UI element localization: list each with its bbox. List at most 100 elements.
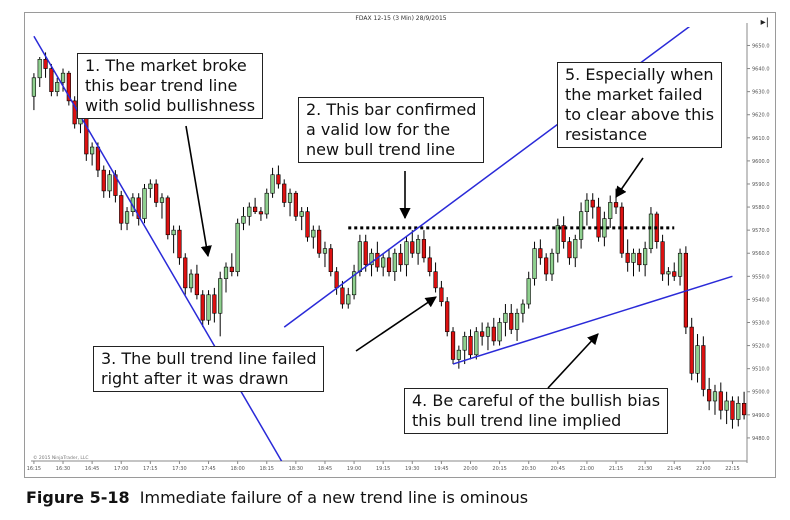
y-tick-label: 9560.0: [752, 251, 770, 257]
candle-body: [701, 345, 706, 390]
candle-body: [497, 322, 502, 342]
candle-body: [194, 273, 200, 296]
candle-body: [532, 248, 537, 279]
x-tick-label: 17:45: [201, 466, 215, 472]
candle-body: [154, 183, 159, 203]
candle-body: [456, 349, 461, 360]
annotation-5: 5. Especially when the market failed to …: [557, 62, 723, 148]
candle-body: [421, 239, 427, 259]
annotation-line: right after it was drawn: [101, 369, 289, 388]
annotation-1: 1. The market broke this bear trend line…: [77, 53, 264, 119]
candle-body: [270, 174, 275, 194]
figure-caption: Figure 5-18 Immediate failure of a new t…: [26, 488, 528, 507]
candle-body: [514, 312, 520, 330]
annotation-line: to clear above this: [565, 105, 715, 124]
bear-trend-line: [33, 35, 283, 461]
candle-body: [561, 225, 566, 242]
candle-body: [55, 82, 60, 92]
annotation-line: 1. The market broke: [85, 56, 247, 75]
x-tick-label: 21:45: [667, 466, 681, 472]
candle-body: [90, 146, 95, 155]
candle-body: [317, 229, 322, 254]
annotation-line: the market failed: [565, 85, 703, 104]
annotation-line: with solid bullishness: [85, 96, 256, 115]
candle-body: [398, 252, 403, 266]
x-tick-label: 17:15: [143, 466, 157, 472]
candle-body: [322, 248, 328, 254]
candle-body: [538, 248, 543, 259]
candle-body: [340, 287, 345, 305]
candle-body: [468, 336, 473, 356]
figure-label: Figure 5-18: [26, 488, 130, 507]
candle-body: [136, 197, 141, 219]
candle-body: [392, 252, 397, 273]
candle-body: [439, 287, 444, 303]
candle-body: [287, 192, 293, 203]
candle-body: [718, 391, 723, 411]
candle-body: [95, 146, 101, 171]
candle-body: [218, 278, 223, 314]
x-tick-label: 18:30: [289, 466, 303, 472]
candle-body: [43, 59, 48, 69]
candle-body: [555, 225, 560, 254]
watermark: © 2015 NinjaTrader, LLC: [33, 454, 88, 461]
x-tick-label: 21:15: [609, 466, 623, 472]
candle-body: [328, 248, 333, 273]
candle-body: [212, 294, 217, 314]
x-tick-label: 19:30: [405, 466, 419, 472]
candle-body: [689, 326, 694, 374]
candle-body: [381, 257, 386, 268]
candle-body: [142, 188, 147, 219]
candle-body: [590, 199, 595, 208]
candle-body: [643, 248, 648, 266]
candle-body: [299, 211, 304, 217]
candle-body: [375, 252, 380, 268]
x-tick-label: 22:15: [725, 466, 739, 472]
candle-body: [672, 271, 677, 277]
candle-body: [293, 192, 298, 217]
y-tick-label: 9640.0: [752, 67, 770, 73]
candle-body: [229, 266, 234, 273]
first-bull-trend-line: [283, 27, 691, 328]
candle-body: [404, 241, 409, 266]
annotation-line: a valid low for the: [306, 120, 451, 139]
x-tick-label: 17:00: [114, 466, 128, 472]
candle-body: [485, 326, 491, 337]
candle-body: [666, 271, 671, 275]
annotation-line: this bear trend line: [85, 76, 238, 95]
candle-body: [677, 252, 683, 277]
candle-body: [188, 273, 194, 289]
candle-body: [241, 215, 246, 224]
candle-body: [427, 257, 432, 273]
x-tick-label: 20:45: [551, 466, 565, 472]
candle-body: [171, 229, 176, 236]
candle-body: [282, 183, 287, 203]
x-tick-label: 16:30: [56, 466, 70, 472]
candle-body: [357, 241, 362, 273]
y-tick-label: 9570.0: [752, 228, 770, 234]
candle-body: [526, 278, 531, 305]
candle-body: [596, 206, 601, 238]
y-tick-label: 9580.0: [752, 205, 770, 211]
candle-body: [148, 183, 153, 189]
candle-body: [433, 271, 438, 289]
candle-body: [503, 312, 508, 323]
candle-body: [730, 400, 735, 420]
annotation-line: 5. Especially when: [565, 65, 714, 84]
x-tick-label: 22:00: [696, 466, 710, 472]
scroll-to-end-button[interactable]: ▸|: [760, 17, 769, 28]
x-tick-label: 18:15: [260, 466, 274, 472]
annotation-line: 2. This bar confirmed: [306, 100, 477, 119]
candle-body: [648, 213, 654, 249]
candle-body: [491, 326, 496, 342]
annotation-line: 4. Be careful of the bullish bias: [412, 391, 661, 410]
y-tick-label: 9600.0: [752, 159, 770, 165]
candle-body: [660, 241, 665, 275]
candle-body: [107, 174, 112, 192]
candle-body: [276, 174, 281, 185]
candle-body: [66, 72, 71, 102]
candle-body: [573, 239, 578, 259]
candle-body: [608, 202, 613, 219]
candle-body: [410, 241, 415, 254]
candle-body: [235, 222, 240, 273]
